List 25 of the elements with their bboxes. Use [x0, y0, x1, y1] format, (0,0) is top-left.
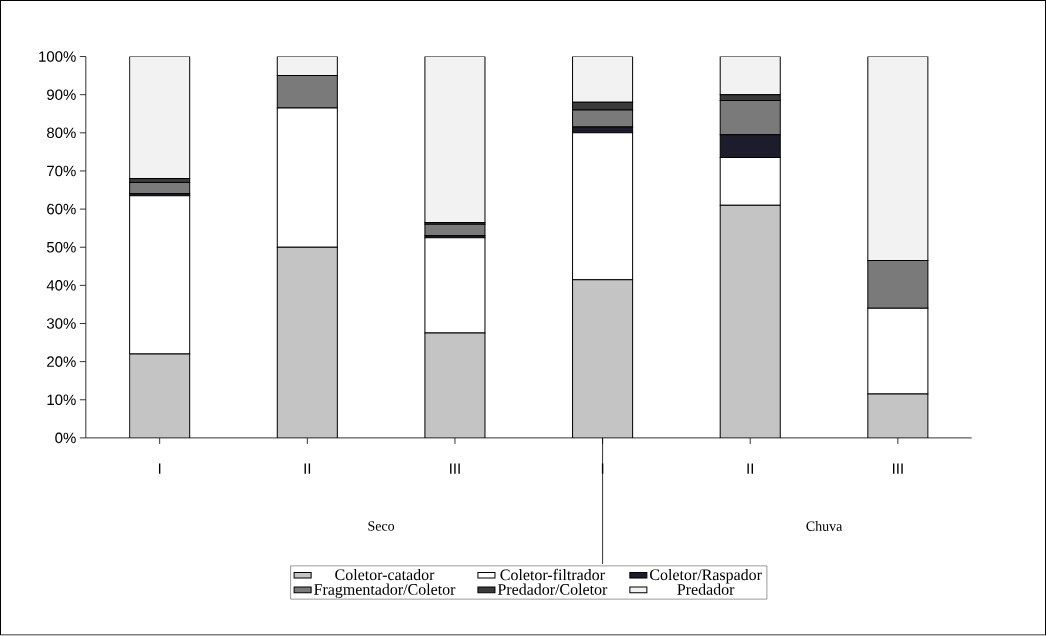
y-tick-label: 50% [46, 242, 76, 253]
x-tick-label: II [304, 463, 311, 474]
y-tick-label: 30% [46, 318, 76, 329]
legend-label: Predador/Coletor [497, 583, 608, 596]
x-tick-label: III [893, 463, 903, 474]
text: Chuva [806, 521, 843, 532]
legend-label: Coletor-catador [335, 569, 435, 581]
y-tick-label: 80% [47, 127, 76, 139]
legend-label: Coletor/Raspador [650, 569, 762, 584]
y-tick-label: 90% [47, 89, 76, 101]
y-tick-label: 0% [55, 432, 76, 444]
y-tick-label: 100% [39, 51, 76, 63]
legend-label: Coletor-filtrador [500, 569, 605, 581]
y-tick-label: 10% [47, 394, 76, 406]
y-tick-label: 40% [46, 280, 76, 291]
legend-label: Predador [677, 583, 735, 596]
y-tick-label: 60% [47, 203, 76, 215]
x-tick-label: I [158, 463, 161, 474]
legend-label: Fragmentador/Coletor [314, 583, 456, 599]
x-tick-label: II [747, 463, 753, 474]
y-tick-label: 70% [47, 165, 76, 177]
x-tick-label: III [450, 463, 460, 474]
x-tick-label: I [601, 463, 604, 474]
text: Seco [368, 521, 395, 531]
y-tick-label: 20% [47, 356, 76, 368]
